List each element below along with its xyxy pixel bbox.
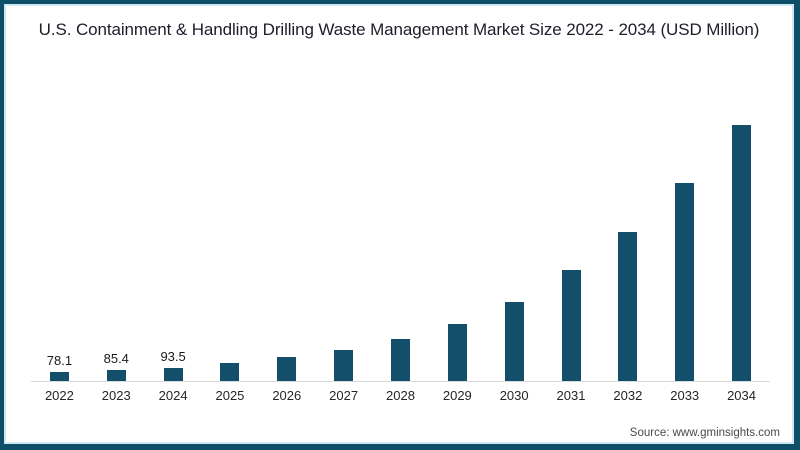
bar-2033: [675, 183, 695, 381]
x-tick-label-2023: 2023: [101, 388, 131, 403]
bar-2022: [49, 372, 69, 381]
x-tick-label-2029: 2029: [442, 388, 472, 403]
bar-column-2026: [258, 64, 315, 381]
x-tick-label-2030: 2030: [499, 388, 529, 403]
bar-column-2024: 93.5: [145, 64, 202, 381]
bar-data-label: 93.5: [160, 349, 186, 364]
bar-column-2023: 85.4: [88, 64, 145, 381]
x-tick-label-2025: 2025: [215, 388, 245, 403]
bar-column-2022: 78.1: [31, 64, 88, 381]
bar-column-2025: [202, 64, 259, 381]
x-tick-label-2027: 2027: [329, 388, 359, 403]
bar-column-2030: [486, 64, 543, 381]
bar-2029: [447, 324, 467, 381]
x-tick-label-2022: 2022: [44, 388, 74, 403]
bar-2025: [220, 363, 240, 381]
x-axis-labels: 2022 2023 2024 2025 2026 2027 2028 2029 2030 2031…: [31, 388, 770, 403]
bar-column-2027: [315, 64, 372, 381]
bar-2032: [618, 232, 638, 381]
bar-column-2033: [656, 64, 713, 381]
bar-column-2031: [543, 64, 600, 381]
bar-2028: [390, 339, 410, 381]
bar-2023: [106, 370, 126, 381]
x-axis-line: [31, 381, 770, 382]
plot-area: 78.1 85.4 93.5: [31, 64, 770, 381]
bar-data-label: 85.4: [103, 351, 129, 366]
bar-column-2032: [599, 64, 656, 381]
bar-2024: [163, 368, 183, 381]
bar-column-2028: [372, 64, 429, 381]
bar-column-2034: [713, 64, 770, 381]
bar-column-2029: [429, 64, 486, 381]
bar-2034: [732, 125, 752, 381]
x-tick-label-2034: 2034: [727, 388, 756, 403]
bar-2026: [277, 357, 297, 381]
source-attribution: Source: www.gminsights.com: [629, 427, 780, 439]
x-tick-label-2032: 2032: [613, 388, 643, 403]
bars-container: 78.1 85.4 93.5: [31, 64, 770, 381]
x-tick-label-2024: 2024: [158, 388, 188, 403]
x-tick-label-2031: 2031: [556, 388, 586, 403]
bar-2031: [561, 270, 581, 381]
bar-data-label: 78.1: [46, 353, 73, 368]
chart-title: U.S. Containment & Handling Drilling Was…: [38, 20, 760, 39]
bar-2030: [504, 302, 524, 381]
x-tick-label-2033: 2033: [670, 388, 700, 403]
x-tick-label-2028: 2028: [386, 388, 415, 403]
bar-2027: [334, 350, 354, 381]
x-tick-label-2026: 2026: [272, 388, 302, 403]
